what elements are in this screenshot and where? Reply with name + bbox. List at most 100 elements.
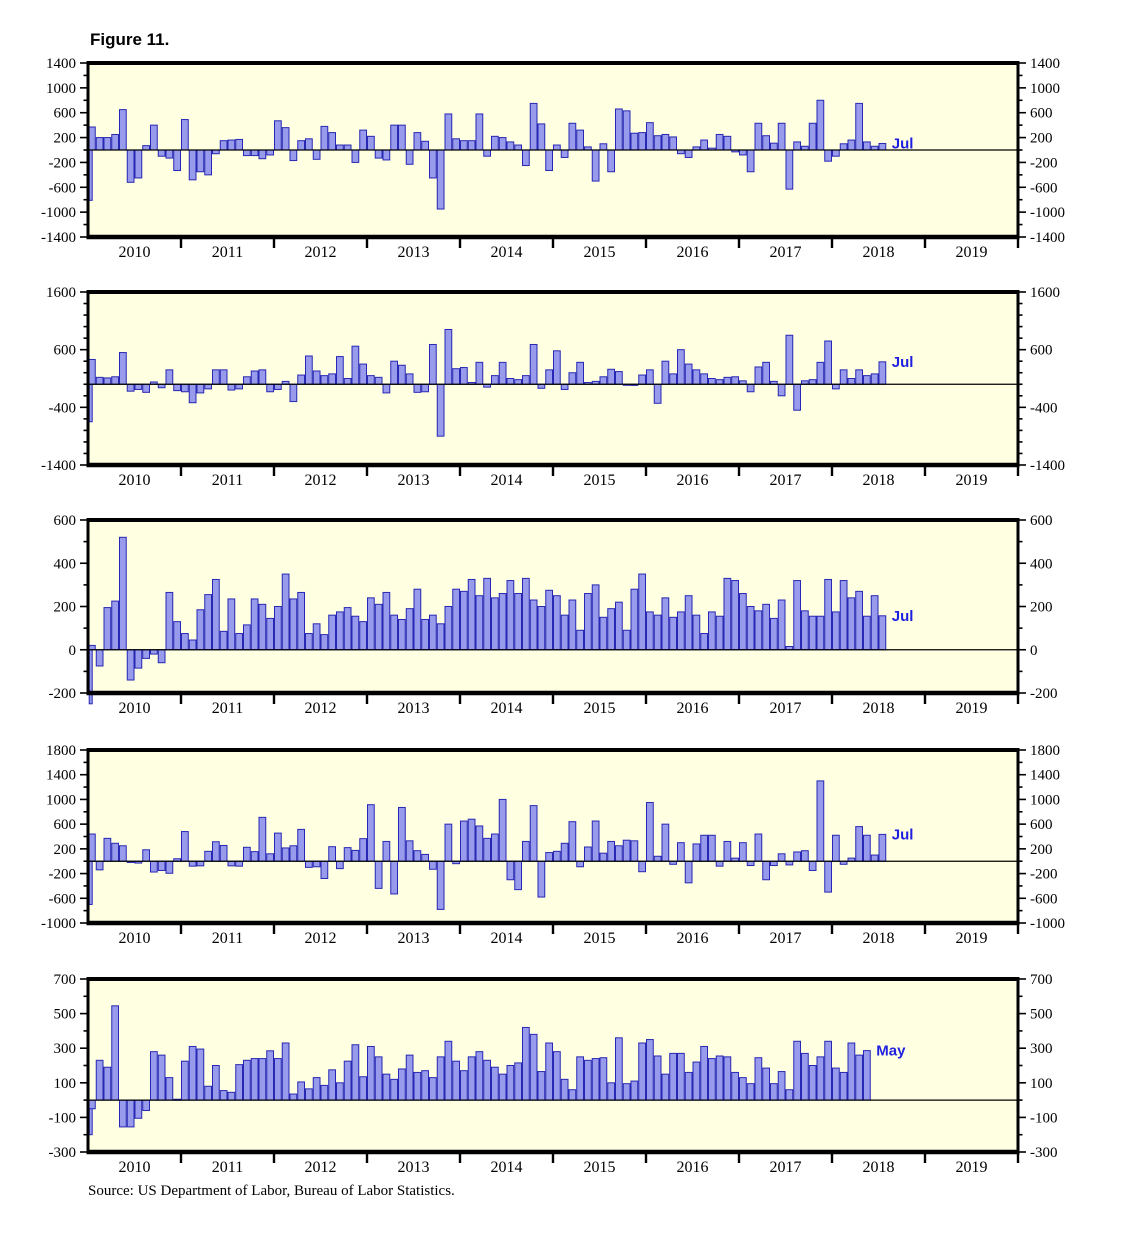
bar [103,1066,112,1101]
bar [653,614,662,651]
bar [95,1059,104,1101]
bar [475,361,484,385]
bar [731,376,739,385]
bar [444,606,453,651]
bar [452,588,460,651]
bar [708,1058,716,1101]
bar [599,1057,608,1101]
y-tick-label: -400 [1030,400,1058,416]
bar [553,350,561,385]
bar [88,860,93,905]
bar [498,1073,507,1101]
bar [545,1042,553,1101]
bar [196,1048,205,1101]
bar [452,368,460,385]
bar [630,1080,639,1101]
bar [777,383,786,397]
bar [607,149,615,173]
bar [274,1058,282,1101]
bar [870,854,879,862]
bar [351,1044,360,1101]
x-year-label: 2014 [491,700,523,717]
bar [320,634,329,651]
bar [405,840,414,862]
bar [545,589,553,651]
bar [816,780,825,862]
bar [119,109,127,151]
bar [506,141,515,151]
bar [754,122,763,151]
bar [661,133,670,151]
bar [677,842,685,862]
bar [436,149,445,210]
bar [274,606,282,651]
bar [243,376,251,385]
bar [739,1077,747,1101]
bar [770,860,778,867]
bar [126,1099,135,1128]
bar [119,536,127,651]
bar [568,122,577,151]
bar [173,383,181,392]
bar [514,379,522,385]
x-year-label: 2019 [956,244,988,261]
bar [754,366,763,385]
bar [754,833,763,862]
bar [227,860,236,867]
y-tick-label: -300 [49,1145,77,1161]
y-tick-label: 1400 [46,768,76,784]
bar [777,1071,786,1101]
bar [405,373,414,385]
bar [421,140,429,151]
x-year-label: 2011 [212,1159,243,1176]
bar [351,345,360,385]
bar [165,860,174,874]
bar [374,376,383,385]
latest-month-label: Jul [892,135,914,152]
bar [584,1059,592,1101]
bar [266,1050,274,1101]
bar [452,1060,460,1101]
x-year-label: 2016 [677,930,709,947]
bar [855,590,863,651]
bar [863,141,871,151]
bar [165,591,174,651]
bar [343,847,352,862]
bar [529,102,538,151]
bar [258,149,267,160]
bar [181,119,189,151]
bar [793,1040,801,1101]
bar [173,621,181,651]
bar [312,623,321,651]
bar [653,1055,662,1101]
bar [212,369,220,385]
bar [506,860,515,881]
x-year-label: 2013 [398,244,430,261]
bar [576,361,584,385]
bar [638,860,646,873]
bar [522,840,530,862]
y-tick-label: 1000 [46,792,76,808]
bar [398,1068,406,1101]
bar [266,149,274,156]
bar [320,125,329,151]
bar [382,840,391,862]
bar [615,108,623,151]
bar [266,383,274,393]
bar [359,838,367,862]
bar [312,149,321,160]
bar [367,597,375,651]
bar [374,603,383,651]
bar [88,358,96,385]
x-year-label: 2010 [119,1159,151,1176]
bar [297,591,305,651]
bar [692,614,701,651]
bar [382,383,391,394]
bar [95,860,104,871]
bar [444,328,453,385]
bar [677,349,685,385]
bar [832,149,840,157]
bar [475,1051,484,1101]
bar [715,133,724,151]
bar [103,837,112,862]
